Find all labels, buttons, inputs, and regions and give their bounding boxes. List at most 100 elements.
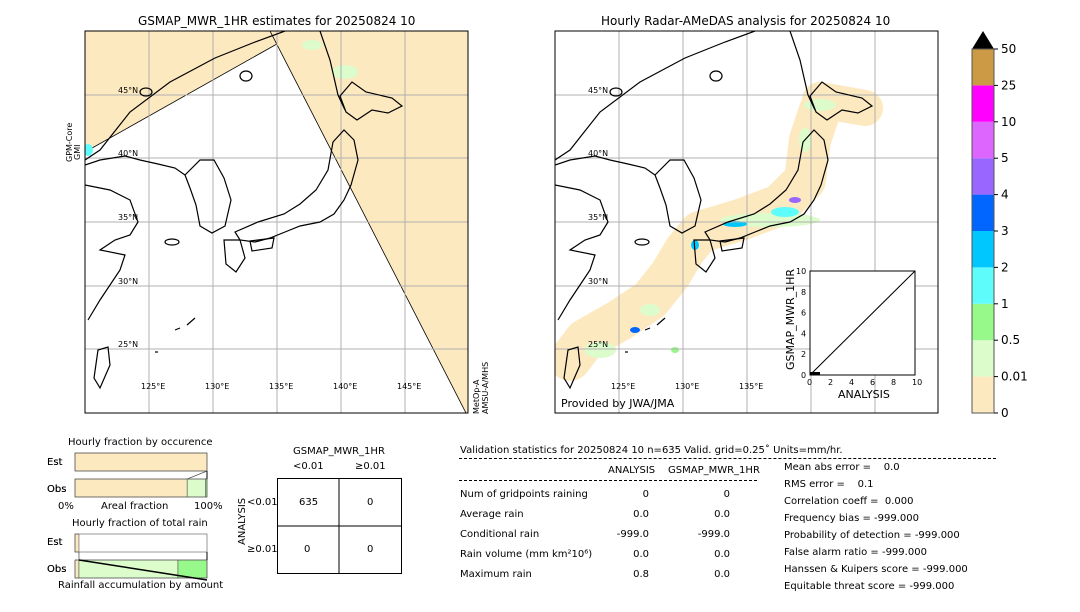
svg-text:45°N: 45°N [588,86,608,95]
occurrence-title: Hourly fraction by occurence [68,437,213,448]
cell-miss: 0 [304,544,311,555]
svg-text:125°E: 125°E [141,382,165,391]
inset-ytick: 6 [801,309,806,318]
occ-obs-series-label: Obs [47,484,67,495]
cell-hit: 0 [367,544,374,555]
svg-text:135°E: 135°E [739,382,763,391]
colorbar-tick-label: 4 [1001,188,1009,202]
rain-est-series-label: Est [47,537,63,548]
inset-ytick: 8 [801,288,806,297]
cell-hit-neg: 635 [299,497,319,508]
svg-text:30°N: 30°N [588,277,608,286]
colorbar-extend-arrow [972,31,994,49]
score-line: RMS error = 0.1 [784,479,874,490]
colorbar-segment [972,85,994,122]
fraction-bar [74,559,80,579]
cell-false-alarm: 0 [367,497,374,508]
stat-row-gsmap: 0.0 [714,569,730,580]
stats-col2: GSMAP_MWR_1HR [668,465,760,476]
fraction-bar [74,533,80,553]
inset-ytick: 4 [801,329,806,338]
svg-text:45°N: 45°N [118,86,138,95]
sensor-label-amsu: MetOp-A [472,379,481,414]
stats-header: Validation statistics for 20250824 10 n=… [460,445,843,456]
sensor-label-gmi-2: GMI [73,145,82,160]
stat-row-analysis: 0.0 [633,509,649,520]
inset-ytick: 0 [801,371,806,380]
row-header-lt: <0.01 [247,497,278,508]
fraction-bar [74,478,188,498]
score-line: Frequency bias = -999.000 [784,513,919,524]
fraction-bar [74,452,208,472]
stat-row-gsmap: 0.0 [714,549,730,560]
inset-xtick: 4 [849,378,854,387]
colorbar-tick-label: 25 [1001,78,1016,92]
colorbar-segment [972,303,994,341]
left-map-ticks: 45°N 40°N 35°N 30°N 25°N 125°E 130°E 135°E 14… [118,86,421,391]
stats-col1: ANALYSIS [608,465,656,476]
occ-tick-1: 100% [194,501,223,512]
stat-row-analysis: 0.0 [633,549,649,560]
occ-est-series-label: Est [47,457,63,468]
stat-row-gsmap: -999.0 [697,529,730,540]
stat-row-gsmap: 0 [723,489,730,500]
svg-text:35°N: 35°N [118,213,138,222]
score-line: Equitable threat score = -999.000 [784,581,955,592]
svg-text:130°E: 130°E [205,382,229,391]
colorbar: 0 0.01 0.5 1 2 3 4 5 10 25 50 [971,31,1028,420]
left-map-title: GSMAP_MWR_1HR estimates for 20250824 10 [138,14,416,28]
one-to-one-line [809,270,916,376]
occ-est-label: Est [47,457,63,468]
maps: 45°N40°N35°N 30°N25°N 125°E 130°E 135°E 14… [65,30,1028,420]
scatter-points [810,372,820,375]
colorbar-tick-label: 2 [1001,260,1009,274]
inset-xtick: 8 [891,378,896,387]
inset-ytick: 10 [796,267,806,276]
stat-row-label: Conditional rain [460,529,540,540]
inset-xtick: 2 [828,378,833,387]
sensor-label-amsu-2: AMSU-A/MHS [481,362,490,414]
rain-obs-series-label: Obs [47,564,67,575]
stat-row-label: Rain volume (mm km²10⁶) [460,549,593,560]
rain-title: Hourly fraction of total rain [72,518,208,529]
svg-text:35°N: 35°N [588,213,608,222]
fraction-bars [74,452,208,581]
colorbar-segment [972,340,994,377]
inset-xtick: 0 [807,378,812,387]
inset-ytick: 2 [801,350,806,359]
svg-text:140°E: 140°E [333,382,357,391]
rain-est-label: Est [47,537,63,548]
colorbar-segment [972,267,994,304]
svg-text:30°N: 30°N [118,277,138,286]
stat-row-analysis: 0 [642,489,649,500]
svg-text:25°N: 25°N [588,340,608,349]
inset-scatter: 00 2 2 4 4 6 6 8 8 10 10 [796,267,922,387]
contingency-grid [277,478,402,574]
occ-tick-0: 0% [58,501,74,512]
colorbar-tick-label: 0 [1001,406,1009,420]
inset-xtick: 6 [870,378,875,387]
colorbar-segment [972,194,994,231]
right-map [555,31,938,413]
stat-row-label: Num of gridpoints raining [460,489,588,500]
col-header-ge: ≥0.01 [355,461,386,472]
colorbar-tick-label: 5 [1001,151,1009,165]
stats-divider [459,458,996,459]
colorbar-tick-label: 3 [1001,224,1009,238]
svg-text:130°E: 130°E [675,382,699,391]
row-header-ge: ≥0.01 [247,544,278,555]
fraction-bar [186,478,206,498]
left-map [85,31,468,413]
right-map-title: Hourly Radar-AMeDAS analysis for 2025082… [601,14,891,28]
colorbar-segment [972,158,994,195]
colorbar-tick-label: 0.5 [1001,333,1020,347]
svg-text:40°N: 40°N [118,149,138,158]
rain-xlabel: Rainfall accumulation by amount [58,580,224,591]
colorbar-tick-label: 1 [1001,297,1009,311]
stats-col-divider [459,480,757,481]
colorbar-segment [972,376,994,413]
stat-row-gsmap: 0.0 [714,509,730,520]
score-line: False alarm ratio = -999.000 [784,547,927,558]
inset-xlabel: ANALYSIS [838,388,890,401]
